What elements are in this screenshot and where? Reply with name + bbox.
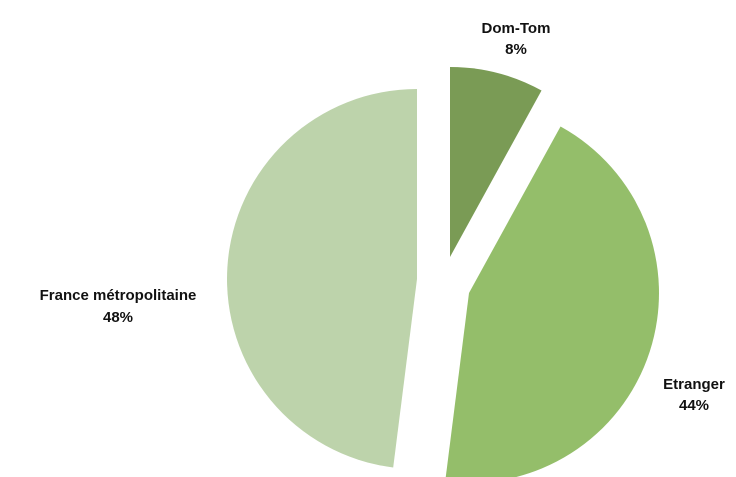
label-france-percent: 48% bbox=[103, 309, 133, 326]
pie-slice-etranger bbox=[445, 126, 659, 477]
label-dom-tom-name: Dom-Tom bbox=[482, 20, 551, 37]
pie-slice-france-metropolitaine bbox=[227, 89, 417, 468]
label-etranger-name: Etranger bbox=[663, 376, 725, 393]
label-france-name: France métropolitaine bbox=[40, 287, 197, 304]
pie-slice-dom-tom bbox=[450, 67, 542, 257]
label-etranger-percent: 44% bbox=[679, 397, 709, 414]
pie-slices bbox=[227, 67, 659, 477]
label-dom-tom-percent: 8% bbox=[505, 41, 527, 58]
